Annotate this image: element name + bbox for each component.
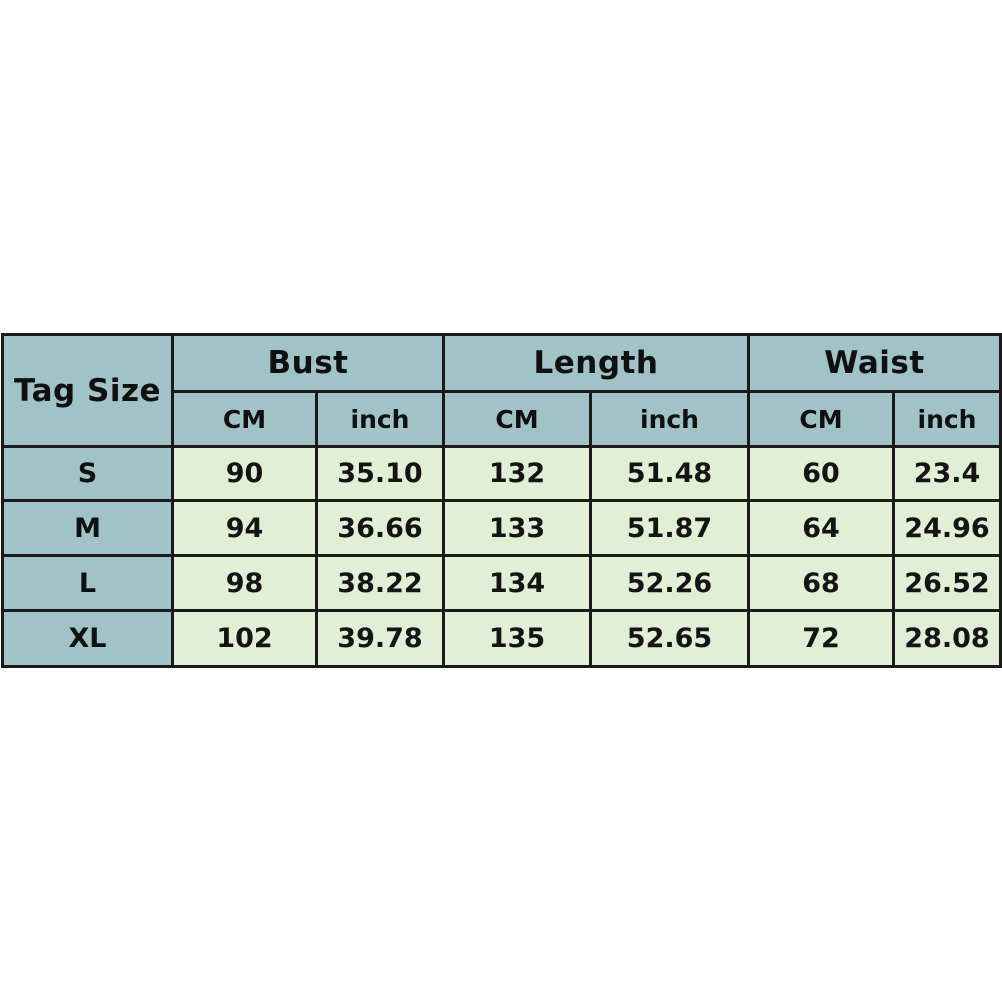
group-header-waist: Waist	[747, 333, 1002, 393]
size-chart-table: Tag Size Bust Length Waist CM inch CM in…	[1, 333, 1002, 668]
cell-s-waist-cm: 60	[747, 445, 895, 502]
cell-l-length-cm: 134	[442, 554, 592, 612]
sub-header-row: CM inch CM inch CM inch	[3, 390, 1002, 448]
row-label-s: S	[1, 445, 174, 502]
cell-s-bust-inch: 35.10	[315, 445, 445, 502]
table-row-s: S 90 35.10 132 51.48 60 23.4	[1, 445, 1002, 502]
cell-xl-length-cm: 135	[442, 609, 592, 668]
cell-m-length-cm: 133	[442, 499, 592, 557]
cell-xl-bust-cm: 102	[171, 609, 318, 668]
cell-l-bust-inch: 38.22	[315, 554, 445, 612]
cell-m-waist-cm: 64	[747, 499, 895, 557]
sub-header-length-cm: CM	[442, 390, 592, 448]
table-row-m: M 94 36.66 133 51.87 64 24.96	[1, 499, 1002, 557]
sub-header-waist-inch: inch	[892, 390, 1002, 448]
table-row-xl: XL 102 39.78 135 52.65 72 28.08	[1, 609, 1002, 668]
sub-header-waist-cm: CM	[747, 390, 895, 448]
group-header-row: Tag Size Bust Length Waist	[1, 333, 1002, 448]
cell-m-bust-cm: 94	[171, 499, 318, 557]
corner-header-tag-size: Tag Size	[1, 333, 174, 448]
group-header-bust: Bust	[171, 333, 445, 393]
row-label-l: L	[1, 554, 174, 612]
row-label-m: M	[1, 499, 174, 557]
cell-l-length-inch: 52.26	[589, 554, 750, 612]
cell-s-bust-cm: 90	[171, 445, 318, 502]
cell-m-waist-inch: 24.96	[892, 499, 1002, 557]
cell-xl-waist-cm: 72	[747, 609, 895, 668]
cell-xl-length-inch: 52.65	[589, 609, 750, 668]
cell-l-waist-cm: 68	[747, 554, 895, 612]
cell-xl-bust-inch: 39.78	[315, 609, 445, 668]
sub-header-length-inch: inch	[589, 390, 750, 448]
cell-s-length-inch: 51.48	[589, 445, 750, 502]
cell-m-bust-inch: 36.66	[315, 499, 445, 557]
cell-xl-waist-inch: 28.08	[892, 609, 1002, 668]
sub-header-bust-inch: inch	[315, 390, 445, 448]
cell-s-waist-inch: 23.4	[892, 445, 1002, 502]
group-header-length: Length	[442, 333, 750, 393]
cell-m-length-inch: 51.87	[589, 499, 750, 557]
row-label-xl: XL	[1, 609, 174, 668]
sub-header-bust-cm: CM	[171, 390, 318, 448]
cell-l-bust-cm: 98	[171, 554, 318, 612]
cell-s-length-cm: 132	[442, 445, 592, 502]
table-row-l: L 98 38.22 134 52.26 68 26.52	[1, 554, 1002, 612]
cell-l-waist-inch: 26.52	[892, 554, 1002, 612]
